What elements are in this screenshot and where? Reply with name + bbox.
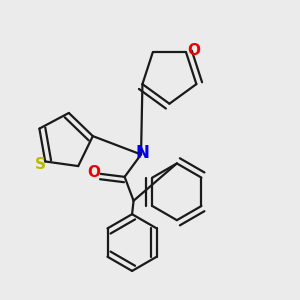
Text: S: S [35,157,46,172]
Text: O: O [187,44,200,59]
Text: O: O [87,165,100,180]
Text: N: N [136,144,149,162]
